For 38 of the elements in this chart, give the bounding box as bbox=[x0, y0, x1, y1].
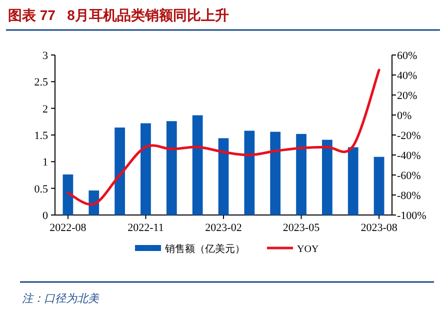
bar bbox=[218, 138, 229, 215]
y2-tick-label: 40% bbox=[397, 70, 418, 82]
y2-tick-label: -60% bbox=[397, 170, 421, 182]
bar bbox=[244, 130, 255, 215]
bar bbox=[114, 128, 125, 215]
line-series bbox=[66, 68, 380, 206]
y-tick-label: 1.5 bbox=[34, 130, 48, 142]
bar bbox=[192, 115, 203, 215]
y2-tick-label: -80% bbox=[397, 190, 421, 202]
bar bbox=[140, 123, 151, 215]
y-tick-label: 3 bbox=[42, 50, 48, 62]
y-tick-label: 1 bbox=[42, 156, 48, 169]
y-tick-label: 2 bbox=[42, 103, 48, 116]
bar bbox=[296, 134, 306, 215]
chart-title: 图表 77 8月耳机品类销额同比上升 bbox=[8, 7, 229, 23]
legend-label: 销售额（亿美元） bbox=[164, 243, 245, 255]
y-tick-label: 0.5 bbox=[34, 183, 48, 196]
y2-tick-label: 20% bbox=[397, 90, 418, 102]
bar bbox=[270, 132, 281, 215]
y2-tick-label: 0% bbox=[397, 110, 412, 122]
y-tick-label: 2.5 bbox=[34, 76, 48, 89]
y2-tick-label: -40% bbox=[397, 150, 421, 162]
bar bbox=[374, 156, 384, 215]
x-tick-label: 2023-05 bbox=[282, 222, 320, 234]
bar bbox=[322, 140, 332, 215]
x-tick-label: 2023-08 bbox=[360, 222, 398, 234]
y2-tick-label: -20% bbox=[397, 130, 421, 142]
legend-label: YOY bbox=[297, 244, 319, 255]
bar bbox=[348, 147, 358, 215]
bar bbox=[166, 121, 177, 215]
y-tick-label: 0 bbox=[42, 210, 48, 222]
x-tick-label: 2022-11 bbox=[128, 222, 164, 234]
y2-tick-label: -100% bbox=[397, 210, 426, 222]
x-tick-label: 2022-08 bbox=[50, 222, 87, 234]
x-tick-label: 2023-02 bbox=[205, 222, 242, 234]
y2-tick-label: 60% bbox=[397, 50, 418, 62]
bar bbox=[62, 174, 74, 215]
text: 注：口径为北美 bbox=[22, 292, 100, 305]
